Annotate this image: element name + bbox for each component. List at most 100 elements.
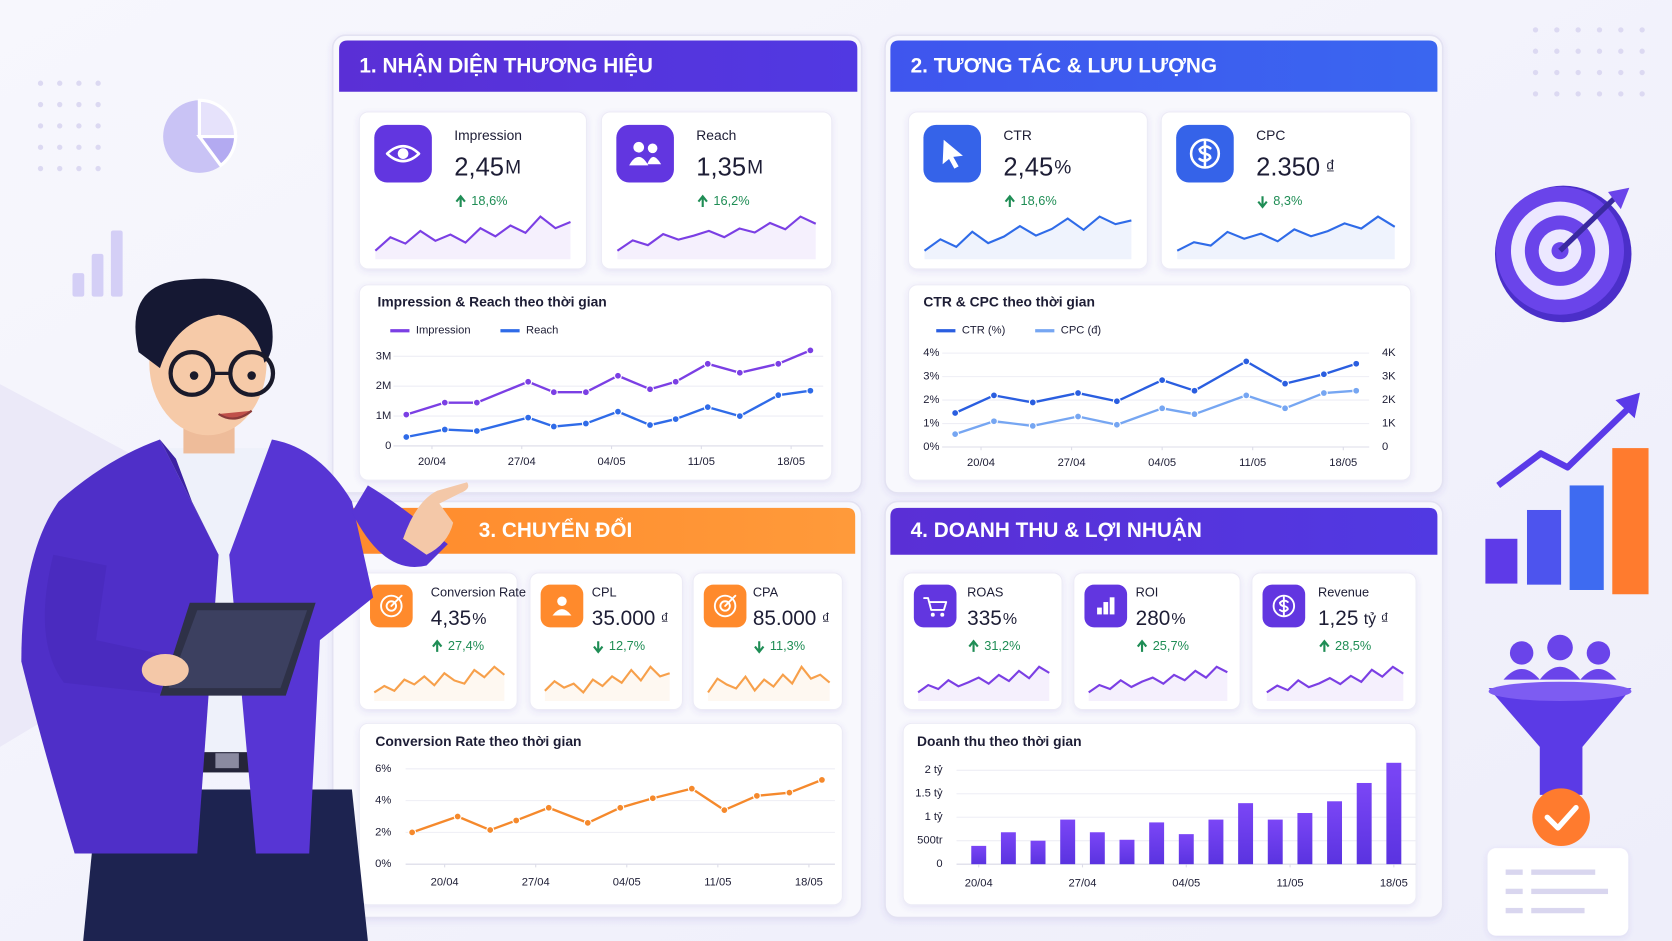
kpi-change: 25,7% [1153,638,1189,653]
y2-tick-label: 3K [1382,371,1396,383]
kpi-value: 335% [967,607,1017,630]
change-arrow [455,194,466,207]
icon-glyph [1198,140,1212,167]
x-tick-label: 04/05 [613,876,641,888]
point [806,386,815,395]
point [440,425,449,434]
pie-slice [197,98,238,139]
bar [1208,819,1224,865]
kpi-icon [913,584,957,628]
y2-tick-label: 0 [1382,441,1388,453]
icon-glyph [1109,597,1115,615]
sparkline [616,215,817,252]
y-tick-label: 6% [375,763,391,775]
growth-bar [1485,538,1518,584]
dot [1532,91,1539,97]
point [951,430,960,439]
x-tick-label: 20/04 [418,456,446,468]
point [581,388,590,397]
icon-glyph [1189,138,1221,169]
panels: 1. NHẬN DIỆN THƯƠNG HIỆUImpression2,45M1… [331,34,1444,919]
dot [76,80,82,86]
kpi-number: 2,45 [454,153,504,181]
y-tick-label: 0 [936,858,942,870]
kpi-value: 35.000 ₫ [592,607,669,630]
point [1281,404,1290,413]
icon-glyph [552,609,572,616]
doc-line [1531,869,1596,875]
point [1074,412,1083,421]
icon-glyph [923,597,948,611]
user-icon [1580,668,1617,680]
kpi-label: Impression [454,127,522,143]
change-arrow [1136,639,1148,652]
kpi-value: 1,35M [696,153,763,181]
hand [141,654,189,687]
person-illustration [21,278,469,941]
y-tick-label: 1M [376,410,392,422]
eye [247,371,256,380]
chart-title: Doanh thu theo thời gian [917,733,1082,749]
sparkline [544,665,670,694]
chart-card [358,284,833,481]
kpi-change: 8,3% [1273,193,1302,208]
point [1242,391,1251,400]
point [785,788,794,797]
point [646,385,654,394]
point [453,812,462,821]
dot [1575,48,1581,54]
dot [37,144,44,150]
arrow [1558,195,1618,253]
dot [1639,27,1645,33]
point [524,413,533,422]
bar-icon [91,253,104,297]
change-arrow [1004,194,1015,207]
dot [95,165,101,172]
dot [95,144,101,150]
point [687,784,696,793]
bar [1267,819,1283,865]
y-tick-label: 4% [923,347,939,359]
kpi-label: ROI [1136,585,1159,600]
kpi-value: 2.350 ₫ [1256,153,1335,181]
dot [1596,27,1603,33]
point [990,391,998,400]
dot [1596,48,1603,54]
point [402,410,411,419]
icon-glyph [719,600,731,612]
kpi-change: 11,3% [770,638,805,653]
bar [971,845,987,865]
kpi-number: 280 [1136,607,1171,630]
x-tick-label: 18/05 [777,456,805,468]
bar [1238,803,1254,865]
dot [1618,91,1624,97]
point [1281,379,1290,388]
point [512,816,521,825]
dot [1532,27,1539,33]
dot [1532,69,1539,76]
dot [1575,27,1581,33]
icon-glyph [647,143,658,154]
x-tick-label: 27/04 [522,876,550,888]
icon-glyph [1097,607,1102,615]
growth-arrow [1496,403,1634,488]
point [616,803,625,812]
icon-glyph [557,596,567,606]
user-icon [1586,641,1611,665]
panel: 1. NHẬN DIỆN THƯƠNG HIỆUImpression2,45M1… [331,34,863,494]
kpi-label: Reach [696,127,736,143]
kpi-value: 2,45M [454,153,521,181]
y-tick-label: 0% [375,858,391,870]
dot [76,144,82,150]
dot [1639,48,1645,54]
sparkline-area [375,216,571,260]
point [614,407,622,416]
dot [37,101,44,108]
sparkline [923,215,1132,252]
kpi-value: 85.000 ₫ [753,607,830,630]
sparkline-area [374,666,505,701]
y-tick-label: 2M [376,380,392,392]
change-arrow [1319,639,1330,652]
kpi-label: Conversion Rate [431,585,526,600]
